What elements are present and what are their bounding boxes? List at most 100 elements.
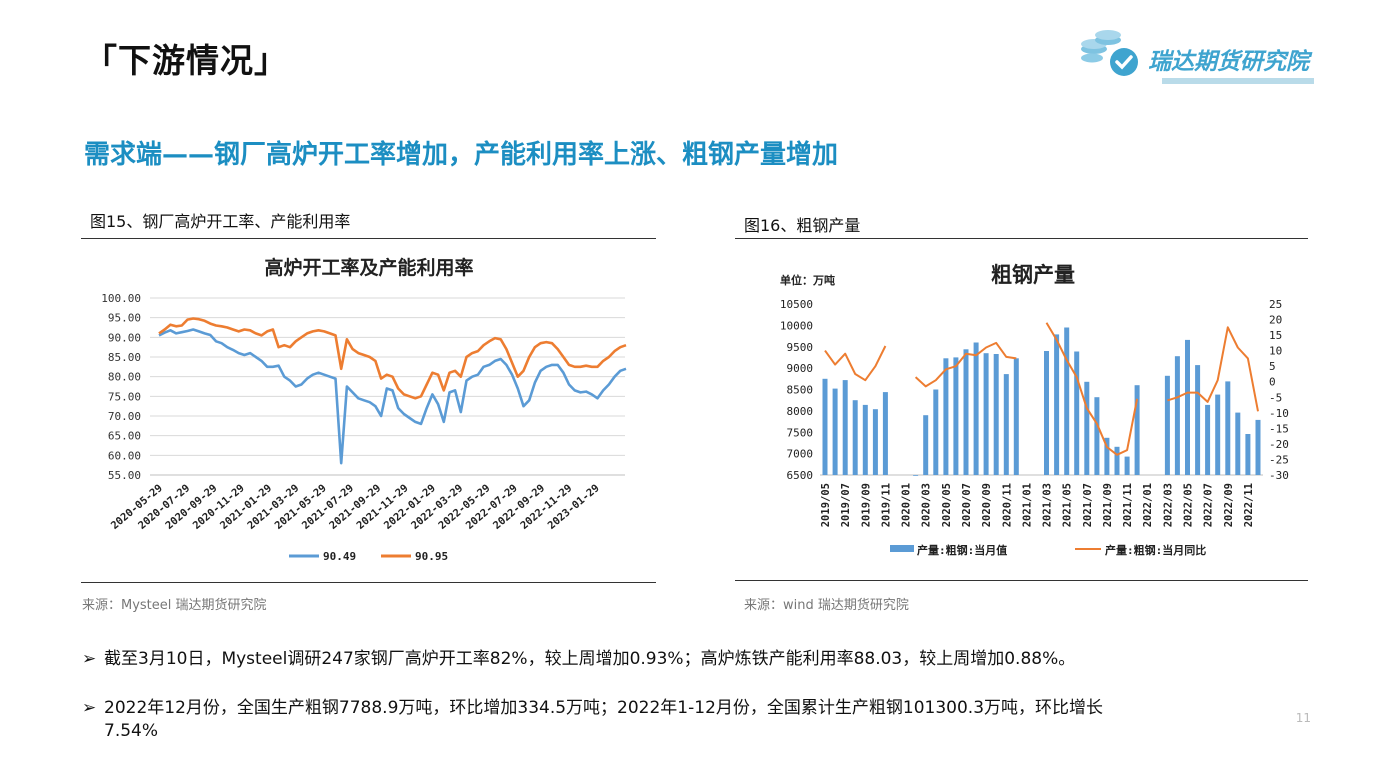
x-tick-label: 2019/05: [820, 483, 832, 527]
bar-2022/12: [1255, 419, 1261, 475]
y-tick-label: 10000: [780, 319, 813, 332]
bar-2021/05: [1064, 327, 1070, 475]
bar-2021/10: [1114, 446, 1120, 475]
bar-2019/06: [832, 388, 838, 475]
y-tick-label: 10500: [780, 298, 813, 311]
x-tick-label: 2019/07: [840, 483, 852, 527]
bar-2022/03: [1164, 375, 1170, 475]
bar-2020/03: [923, 415, 929, 475]
x-tick-label: 2022/01: [1142, 483, 1154, 527]
y-tick-label: 85.00: [108, 351, 141, 364]
bar-2020/06: [953, 357, 959, 475]
bar-2020/08: [973, 342, 979, 475]
y-tick-label: 95.00: [108, 312, 141, 325]
y2-tick-label: -15: [1269, 422, 1289, 435]
bar-2019/09: [862, 404, 868, 475]
bar-2021/06: [1074, 351, 1080, 475]
y-tick-label: 75.00: [108, 390, 141, 403]
x-tick-label: 2021/07: [1082, 483, 1094, 527]
brand-name: 瑞达期货研究院: [1148, 49, 1309, 75]
bar-2019/10: [872, 409, 878, 475]
bar-2022/06: [1195, 365, 1201, 475]
x-tick-label: 2021/01: [1021, 483, 1033, 527]
x-tick-label: 2019/09: [860, 483, 872, 527]
section-subtitle: 需求端——钢厂高炉开工率增加，产能利用率上涨、粗钢产量增加: [84, 140, 839, 170]
bar-2021/07: [1084, 381, 1090, 475]
yoy-line-segment: [914, 341, 1017, 388]
bullet-1: ➢ 截至3月10日，Mysteel调研247家钢厂高炉开工率82%，较上周增加0.…: [82, 644, 1075, 669]
x-tick-label: 2020/05: [941, 483, 953, 527]
bar-2022/10: [1235, 412, 1241, 475]
bar-2021/04: [1054, 334, 1060, 475]
bar-2022/04: [1174, 356, 1180, 475]
y2-tick-label: -20: [1269, 438, 1289, 451]
x-tick-label: 2022/07: [1203, 483, 1215, 527]
x-tick-label: 2019/11: [880, 483, 892, 527]
bar-2020/10: [993, 354, 999, 475]
y2-tick-label: 25: [1269, 298, 1282, 311]
y2-tick-label: 20: [1269, 314, 1282, 327]
unit-label: 单位：万吨: [780, 273, 835, 287]
blast-furnace-chart: 高炉开工率及产能利用率 100.00 95.00 90.00 85.00 80.00 75.…: [101, 256, 627, 563]
y-tick-label: 70.00: [108, 410, 141, 423]
y2-tick-label: 0: [1269, 376, 1276, 389]
y-tick-label: 9500: [787, 341, 814, 354]
x-tick-label: 2020/01: [901, 483, 913, 527]
bar-2020/12: [1013, 358, 1019, 475]
bar-2019/05: [822, 378, 828, 475]
x-tick-label: 2021/09: [1102, 483, 1114, 527]
x-tick-label: 2020/09: [981, 483, 993, 527]
x-tick-label: 2022/11: [1243, 483, 1255, 527]
bar-2022/11: [1245, 434, 1251, 475]
x-tick-label: 2021/11: [1122, 483, 1134, 527]
y-tick-label: 80.00: [108, 371, 141, 384]
y2-tick-label: -25: [1269, 453, 1289, 466]
bar-2020/07: [963, 349, 969, 475]
x-tick-label: 2021/03: [1042, 483, 1054, 527]
legend-label: 产量:粗钢:当月值: [917, 543, 1007, 557]
series-line-90.49: [158, 328, 627, 465]
bar-2020/04: [933, 389, 939, 475]
bar-2022/08: [1215, 394, 1221, 475]
legend-label: 90.49: [323, 550, 356, 563]
page-title: 「下游情况」: [84, 41, 288, 80]
y2-tick-label: -10: [1269, 407, 1289, 420]
y-tick-label: 8000: [787, 405, 814, 418]
x-tick-label: 2022/03: [1162, 483, 1174, 527]
x-tick-label: 2020/07: [961, 483, 973, 527]
y-tick-label: 9000: [787, 362, 814, 375]
y2-tick-label: 5: [1269, 360, 1276, 373]
source-left: 来源：Mysteel 瑞达期货研究院: [82, 598, 267, 613]
y2-tick-label: -30: [1269, 469, 1289, 482]
bar-2021/12: [1134, 385, 1140, 475]
x-tick-label: 2020/11: [1001, 483, 1013, 527]
bullet-2: ➢ 2022年12月份，全国生产粗钢7788.9万吨，环比增加334.5万吨；20…: [82, 693, 1103, 718]
arrow-bullet-icon: ➢: [82, 649, 97, 669]
y-tick-label: 65.00: [108, 430, 141, 443]
figure-bottom-rule-left: [81, 582, 656, 583]
y-tick-label: 60.00: [108, 449, 141, 462]
bar-2022/09: [1225, 381, 1231, 475]
bullet-text: 2022年12月份，全国生产粗钢7788.9万吨，环比增加334.5万吨；202…: [104, 698, 1104, 718]
brand-logo: 瑞达期货研究院: [1078, 28, 1314, 86]
bullet-text: 截至3月10日，Mysteel调研247家钢厂高炉开工率82%，较上周增加0.9…: [104, 649, 1076, 669]
bar-2021/03: [1044, 351, 1049, 475]
y-tick-label: 90.00: [108, 331, 141, 344]
bar-2020/09: [983, 353, 989, 475]
bar-2021/09: [1104, 437, 1110, 475]
bar-2022/05: [1185, 339, 1190, 475]
bar-2019/07: [842, 380, 848, 475]
figure-caption-right: 图16、粗钢产量: [744, 216, 861, 235]
y-tick-label: 100.00: [101, 292, 141, 305]
figure-caption-left: 图15、钢厂高炉开工率、产能利用率: [90, 212, 351, 231]
y2-tick-label: -5: [1269, 391, 1282, 404]
chart-title: 高炉开工率及产能利用率: [264, 256, 473, 279]
x-tick-label: 2020/03: [921, 483, 933, 527]
bar-2019/08: [852, 400, 858, 475]
y-tick-label: 55.00: [108, 469, 141, 482]
y2-tick-label: 10: [1269, 345, 1282, 358]
y-tick-label: 6500: [787, 469, 814, 482]
source-right: 来源：wind 瑞达期货研究院: [744, 598, 909, 613]
figure-top-rule-right: [735, 238, 1308, 239]
legend-label: 产量:粗钢:当月同比: [1105, 543, 1206, 557]
